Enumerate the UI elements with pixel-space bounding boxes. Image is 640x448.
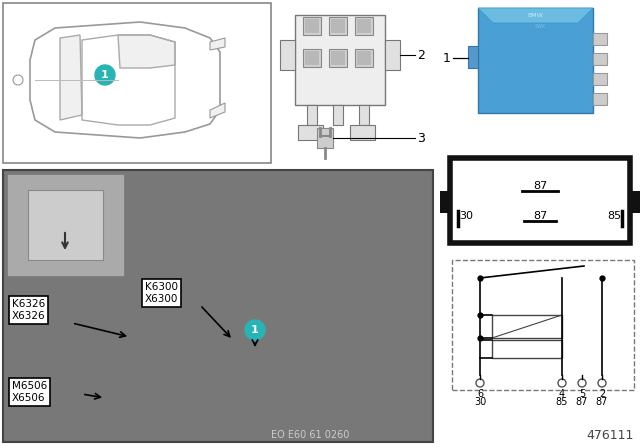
Text: 6: 6 xyxy=(477,389,483,399)
Bar xyxy=(329,49,347,67)
Polygon shape xyxy=(118,35,175,68)
Bar xyxy=(329,17,347,35)
Bar xyxy=(295,15,385,105)
Text: 85: 85 xyxy=(556,397,568,407)
Bar xyxy=(350,125,375,140)
Text: 30: 30 xyxy=(459,211,473,221)
Bar xyxy=(492,315,562,338)
Polygon shape xyxy=(28,190,103,260)
Text: 30: 30 xyxy=(474,397,486,407)
Bar xyxy=(593,53,607,65)
Bar xyxy=(333,105,343,125)
Polygon shape xyxy=(478,8,593,23)
Text: 476111: 476111 xyxy=(586,428,634,441)
Text: 1: 1 xyxy=(101,70,109,80)
Bar xyxy=(450,158,630,243)
Text: 1: 1 xyxy=(443,52,451,65)
Bar xyxy=(303,49,321,67)
Text: 5WK: 5WK xyxy=(534,23,546,29)
Bar xyxy=(593,93,607,105)
Text: 87: 87 xyxy=(533,181,547,191)
Text: 2: 2 xyxy=(417,48,425,61)
Polygon shape xyxy=(210,103,225,118)
Bar xyxy=(355,17,373,35)
Text: 85: 85 xyxy=(607,211,621,221)
Bar xyxy=(305,51,319,65)
Bar xyxy=(357,51,371,65)
Bar xyxy=(630,191,640,213)
Bar xyxy=(305,19,319,33)
Text: 87: 87 xyxy=(533,211,547,221)
Circle shape xyxy=(95,65,115,85)
Text: K6326
X6326: K6326 X6326 xyxy=(12,299,45,321)
Bar xyxy=(478,8,593,113)
Bar xyxy=(3,170,433,442)
Circle shape xyxy=(245,320,265,340)
Text: 2: 2 xyxy=(599,389,605,399)
Bar xyxy=(359,105,369,125)
Text: K6300
X6300: K6300 X6300 xyxy=(145,282,179,304)
Bar xyxy=(3,3,271,163)
Polygon shape xyxy=(60,35,82,120)
Bar xyxy=(492,340,562,358)
Bar xyxy=(8,175,123,275)
Bar xyxy=(331,51,345,65)
Bar xyxy=(280,40,295,70)
Bar xyxy=(303,17,321,35)
Bar xyxy=(452,260,634,390)
Bar xyxy=(298,125,323,140)
Bar xyxy=(385,40,400,70)
Text: 87: 87 xyxy=(576,397,588,407)
Bar xyxy=(593,73,607,85)
Bar xyxy=(468,46,478,68)
Bar xyxy=(593,33,607,45)
Text: 5: 5 xyxy=(579,389,585,399)
Polygon shape xyxy=(30,22,220,138)
Polygon shape xyxy=(210,38,225,50)
Bar xyxy=(307,105,317,125)
Text: M6506
X6506: M6506 X6506 xyxy=(12,381,47,403)
Text: 3: 3 xyxy=(417,132,425,145)
Bar xyxy=(440,191,450,213)
Bar xyxy=(355,49,373,67)
Bar xyxy=(317,128,333,148)
Text: 4: 4 xyxy=(559,389,565,399)
Text: 1: 1 xyxy=(251,325,259,335)
Text: 87: 87 xyxy=(596,397,608,407)
Text: BMW: BMW xyxy=(527,13,543,17)
Bar xyxy=(331,19,345,33)
Text: EO E60 61 0260: EO E60 61 0260 xyxy=(271,430,349,440)
Bar xyxy=(357,19,371,33)
